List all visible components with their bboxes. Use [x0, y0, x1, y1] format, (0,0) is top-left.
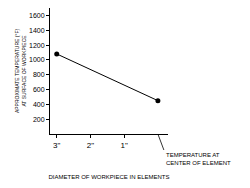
svg-text:APPROXIMATE TEMPERATURE (°F)AT: APPROXIMATE TEMPERATURE (°F)AT SURFACE O…	[14, 29, 27, 114]
svg-text:800: 800	[33, 71, 45, 78]
svg-text:1400: 1400	[29, 27, 45, 34]
svg-text:1600: 1600	[29, 12, 45, 19]
svg-text:600: 600	[33, 86, 45, 93]
svg-text:DIAMETER OF WORKPIECE IN ELEME: DIAMETER OF WORKPIECE IN ELEMENTS	[48, 174, 169, 180]
svg-text:TEMPERATURE ATCENTER OF ELEMEN: TEMPERATURE ATCENTER OF ELEMENT	[166, 152, 231, 166]
svg-text:2": 2"	[87, 141, 94, 150]
svg-text:1000: 1000	[29, 56, 45, 63]
svg-text:400: 400	[33, 101, 45, 108]
svg-text:1200: 1200	[29, 42, 45, 49]
svg-text:3": 3"	[53, 141, 60, 150]
svg-text:1": 1"	[121, 141, 128, 150]
svg-text:200: 200	[33, 116, 45, 123]
